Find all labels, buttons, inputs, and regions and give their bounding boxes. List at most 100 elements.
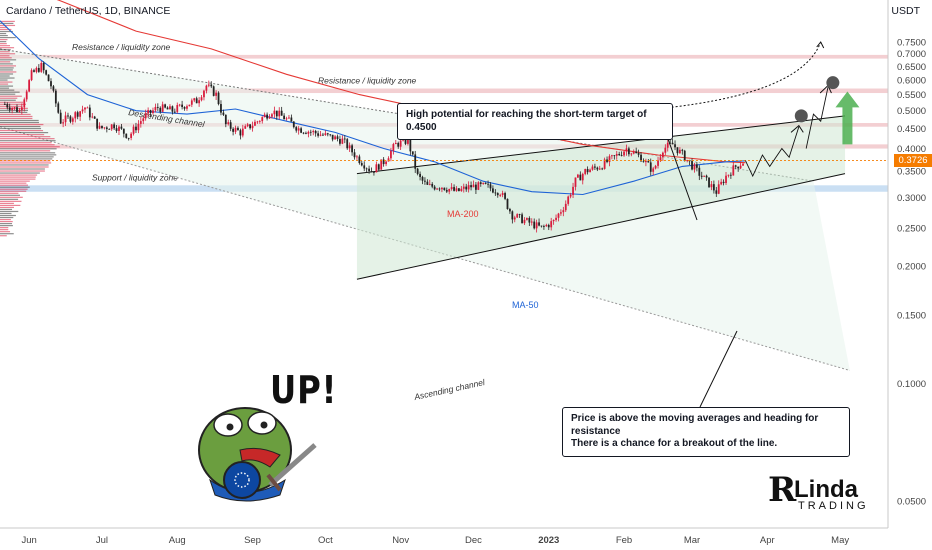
candle-body (205, 86, 207, 91)
volume-profile-bar (0, 126, 40, 127)
candle-body (28, 80, 30, 91)
candle-body (565, 204, 567, 210)
candle-body (400, 141, 402, 147)
candle-body (429, 184, 431, 185)
candle-body (584, 169, 586, 174)
candle-body (385, 162, 387, 165)
candle-body (36, 68, 38, 72)
candle-body (579, 175, 581, 181)
candle-body (419, 174, 421, 177)
candle-body (728, 175, 730, 176)
candle-body (511, 211, 513, 219)
volume-profile-bar (0, 195, 20, 196)
volume-profile-bar (0, 100, 16, 101)
candle-body (164, 104, 166, 107)
candle-body (356, 156, 358, 157)
candle-body (351, 145, 353, 152)
candle-body (475, 185, 477, 190)
candle-body (589, 170, 591, 172)
candle-body (426, 182, 428, 185)
volume-profile-bar (0, 158, 52, 159)
candle-body (470, 185, 472, 187)
y-tick-label: 0.5500 (897, 90, 926, 101)
y-tick-label: 0.7500 (897, 38, 926, 49)
candle-body (363, 165, 365, 168)
volume-profile-bar (0, 209, 12, 210)
candle-body (630, 154, 632, 155)
volume-profile-bar (0, 166, 49, 167)
volume-profile-bar (0, 61, 10, 62)
candle-body (247, 124, 249, 126)
dashed-arc-arrowhead (817, 42, 824, 48)
volume-profile-bar (0, 21, 15, 22)
volume-profile-bar (0, 110, 28, 111)
candle-body (708, 177, 710, 187)
candle-body (473, 185, 475, 188)
candle-body (497, 193, 499, 195)
candle-body (730, 175, 732, 176)
volume-profile-bar (0, 134, 44, 135)
target-callout: High potential for reaching the short-te… (397, 103, 673, 140)
volume-profile-bar (0, 174, 37, 175)
candle-body (33, 70, 35, 72)
candle-body (715, 190, 717, 193)
volume-profile-bar (0, 63, 13, 64)
candle-body (390, 151, 392, 159)
candle-body (660, 157, 662, 160)
volume-profile-bar (0, 88, 9, 89)
candle-body (307, 132, 309, 134)
x-tick-label: Sep (244, 535, 261, 546)
x-tick-label: May (831, 535, 849, 546)
candle-body (281, 111, 283, 116)
candle-body (14, 107, 16, 108)
candle-body (443, 188, 445, 190)
candle-body (623, 152, 625, 156)
candle-body (460, 189, 462, 191)
candle-body (436, 189, 438, 190)
volume-profile-bar (0, 229, 8, 230)
candle-body (550, 221, 552, 227)
candle-body (417, 169, 419, 174)
volume-profile-bar (0, 112, 27, 113)
volume-profile-bar (0, 140, 56, 141)
candle-body (485, 183, 487, 184)
volume-profile-bar (0, 205, 20, 206)
volume-profile-bar (0, 162, 51, 163)
candle-body (79, 111, 81, 116)
candle-body (91, 117, 93, 118)
candle-body (468, 185, 470, 189)
candle-body (16, 107, 18, 112)
candle-body (332, 135, 334, 140)
candle-body (698, 168, 700, 176)
candle-body (213, 86, 215, 96)
volume-profile-bar (0, 122, 39, 123)
candle-body (596, 168, 598, 170)
candle-body (84, 108, 86, 110)
volume-profile-bar (0, 59, 16, 60)
volume-profile-bar (0, 106, 23, 107)
brand-logo: R Linda TRADING (768, 470, 858, 515)
candle-body (157, 107, 159, 108)
candle-body (145, 114, 147, 119)
candle-body (531, 222, 533, 223)
y-tick-label: 0.6000 (897, 75, 926, 86)
candle-body (465, 187, 467, 190)
candle-body (735, 165, 737, 166)
candle-body (254, 122, 256, 126)
candle-body (509, 209, 511, 211)
volume-profile-bar (0, 187, 30, 188)
volume-profile-bar (0, 67, 14, 68)
candle-body (439, 189, 441, 190)
candle-body (276, 111, 278, 117)
candle-body (283, 116, 285, 120)
candle-body (349, 145, 351, 148)
volume-profile-bar (0, 168, 45, 169)
candle-body (392, 144, 394, 151)
candle-body (271, 114, 273, 116)
candle-body (677, 147, 679, 153)
breakout-callout-line1: Price is above the moving averages and h… (571, 413, 841, 438)
candle-body (19, 110, 21, 112)
candle-body (89, 108, 91, 118)
volume-profile-bar (0, 128, 41, 129)
